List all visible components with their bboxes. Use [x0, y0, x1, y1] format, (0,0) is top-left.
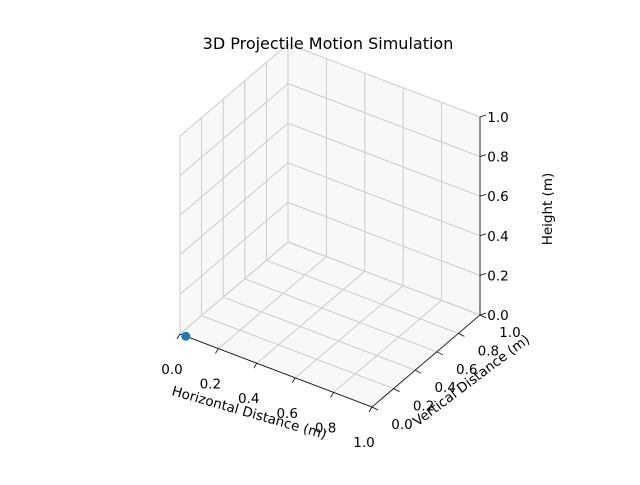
gridline-y-floor: [223, 296, 416, 371]
x-axis-line: [179, 333, 373, 408]
z-tick-mark: [479, 193, 487, 197]
x-tick-label: 1.0: [353, 435, 374, 451]
y-tick-label: 0.8: [478, 343, 499, 359]
y-tick-label: 0.2: [413, 399, 434, 415]
gridline-z-left: [179, 122, 289, 216]
gridline-y-floor: [266, 259, 459, 334]
chart-title: 3D Projectile Motion Simulation: [203, 34, 454, 53]
z-tick-mark: [479, 154, 487, 157]
y-tick-mark: [393, 388, 400, 392]
gridline-x-floor: [333, 300, 442, 393]
z-tick-mark: [479, 233, 487, 237]
y-axis-line: [371, 314, 481, 408]
x-tick-mark: [176, 333, 181, 340]
x-tick-label: 0.6: [276, 406, 297, 422]
chart-panes: [180, 44, 480, 407]
y-tick-mark: [436, 351, 443, 356]
chart-data-points: [181, 331, 191, 341]
y-tick-label: 0.4: [434, 380, 455, 396]
gridline-z-left: [179, 83, 289, 176]
gridline-z-left: [179, 162, 289, 256]
z-tick-mark: [479, 273, 487, 276]
left-pane: [180, 44, 288, 334]
gridline-z-back: [287, 201, 481, 276]
y-tick-label: 0.0: [391, 417, 412, 433]
y-tick-mark: [458, 333, 465, 337]
z-tick-label: 0.6: [487, 189, 508, 205]
y-tick-mark: [415, 369, 422, 374]
gridline-z-left: [179, 202, 289, 295]
z-tick-label: 0.8: [487, 150, 508, 166]
z-tick-mark: [479, 114, 487, 118]
x-tick-mark: [215, 348, 219, 354]
z-tick-label: 0.2: [487, 268, 508, 284]
gridline-y-floor: [244, 278, 437, 353]
chart-axis-lines: [179, 117, 481, 408]
gridline-z-back: [287, 162, 481, 237]
x-tick-label: 0.8: [315, 420, 336, 436]
y-tick-mark: [479, 314, 487, 319]
gridline-y-floor: [201, 315, 394, 390]
x-tick-mark: [368, 406, 373, 413]
gridline-x-floor: [256, 270, 366, 364]
back-pane: [288, 44, 480, 315]
z-tick-label: 0.0: [487, 308, 508, 324]
y-tick-label: 1.0: [499, 325, 520, 341]
floor-pane: [180, 242, 480, 407]
z-axis-label: Height (m): [540, 173, 556, 246]
chart-ticks: 0.00.20.40.60.81.00.00.20.40.60.81.00.00…: [161, 110, 520, 451]
z-tick-label: 1.0: [487, 110, 508, 126]
x-tick-label: 0.2: [200, 377, 221, 393]
x-tick-mark: [253, 362, 258, 369]
gridline-z-back: [287, 122, 481, 197]
x-tick-label: 0.4: [238, 391, 259, 407]
y-tick-label: 0.6: [456, 362, 477, 378]
x-tick-label: 0.0: [161, 362, 182, 378]
gridline-z-back: [287, 43, 481, 118]
x-tick-mark: [330, 392, 334, 398]
data-point: [181, 331, 191, 341]
gridline-x-floor: [218, 256, 327, 349]
z-tick-label: 0.4: [487, 229, 508, 245]
gridline-z-left: [179, 241, 289, 335]
gridline-z-back: [287, 83, 481, 158]
chart-gridlines: [179, 43, 481, 408]
gridline-z-back: [287, 241, 481, 316]
z-tick-mark: [479, 312, 487, 316]
gridline-x-floor: [294, 285, 404, 379]
gridline-z-left: [179, 43, 289, 137]
x-tick-mark: [291, 377, 296, 384]
y-tick-mark: [371, 406, 379, 411]
